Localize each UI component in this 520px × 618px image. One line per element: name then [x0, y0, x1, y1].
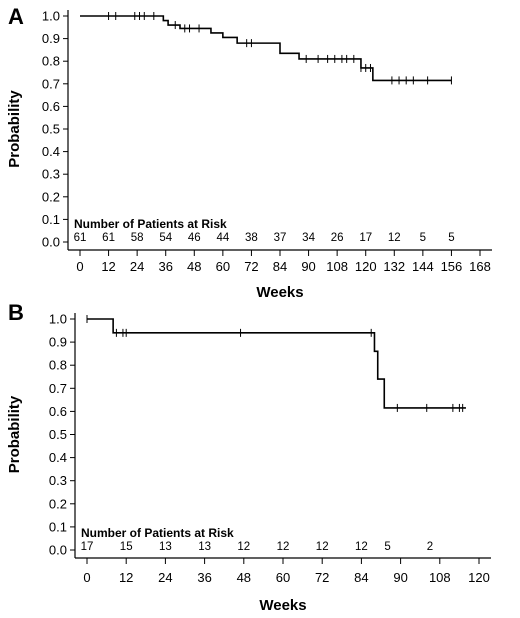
- a-x-tick-label: 90: [301, 259, 315, 274]
- a-y-axis-title: Probability: [6, 90, 23, 168]
- a-y-tick-label: 0.2: [42, 189, 60, 204]
- a-at-risk-count: 61: [74, 232, 87, 244]
- a-x-tick-label: 144: [412, 259, 434, 274]
- b-x-tick-label: 90: [393, 570, 407, 585]
- b-x-tick-label: 72: [315, 570, 329, 585]
- b-y-tick-label: 0.4: [49, 450, 67, 465]
- a-x-tick-label: 36: [158, 259, 172, 274]
- b-y-tick-label: 0.7: [49, 381, 67, 396]
- panel-b-letter: B: [8, 300, 24, 325]
- a-at-risk-count: 26: [331, 232, 344, 244]
- b-x-tick-label: 60: [276, 570, 290, 585]
- a-x-tick-label: 60: [216, 259, 230, 274]
- b-y-tick-label: 1.0: [49, 312, 67, 327]
- b-x-axis-title: Weeks: [259, 597, 306, 614]
- a-x-tick-label: 72: [244, 259, 258, 274]
- a-at-risk-count: 58: [131, 232, 144, 244]
- a-x-tick-label: 156: [441, 259, 463, 274]
- a-at-risk-count: 38: [245, 232, 258, 244]
- b-at-risk-count: 12: [277, 541, 290, 553]
- b-at-risk-count: 12: [355, 541, 368, 553]
- a-y-tick-label: 0.4: [42, 144, 60, 159]
- a-x-tick-label: 12: [101, 259, 115, 274]
- a-x-tick-label: 132: [383, 259, 405, 274]
- a-x-tick-label: 108: [326, 259, 348, 274]
- b-at-risk-count: 17: [81, 541, 94, 553]
- a-at-risk-count: 34: [302, 232, 315, 244]
- b-at-risk-count: 2: [427, 541, 433, 553]
- a-x-tick-label: 168: [469, 259, 491, 274]
- a-y-tick-label: 0.5: [42, 122, 60, 137]
- panel-a-chart: 0.0 0.1 0.2 0.3 0.4 0.5 0.6 0.7 0.8 0.9 1.0 0 12 24 36…: [6, 9, 492, 301]
- b-x-tick-label: 48: [237, 570, 251, 585]
- panel-a-letter: A: [8, 4, 24, 29]
- a-x-tick-label: 24: [130, 259, 144, 274]
- a-at-risk-count: 5: [420, 232, 426, 244]
- b-at-risk-count: 12: [316, 541, 329, 553]
- a-y-tick-label: 0.6: [42, 99, 60, 114]
- b-x-tick-label: 108: [429, 570, 451, 585]
- b-x-tick-label: 12: [119, 570, 133, 585]
- a-x-axis-title: Weeks: [256, 284, 303, 301]
- a-at-risk-count: 12: [388, 232, 401, 244]
- a-y-tick-label: 0.8: [42, 54, 60, 69]
- b-x-tick-label: 24: [158, 570, 172, 585]
- a-at-risk-count: 37: [274, 232, 287, 244]
- b-y-tick-label: 0.3: [49, 473, 67, 488]
- b-survival-curve: [87, 318, 466, 409]
- a-at-risk-count: 17: [359, 232, 372, 244]
- a-y-tick-label: 0.7: [42, 76, 60, 91]
- a-at-risk-title: Number of Patients at Risk: [74, 217, 227, 231]
- b-y-tick-label: 0.6: [49, 404, 67, 419]
- panel-b-chart: 0.0 0.1 0.2 0.3 0.4 0.5 0.6 0.7 0.8 0.9 1.0 0 12 24 36…: [6, 312, 491, 614]
- b-x-tick-label: 84: [354, 570, 368, 585]
- a-x-tick-label: 120: [355, 259, 377, 274]
- b-y-tick-label: 0.8: [49, 358, 67, 373]
- b-y-axis-title: Probability: [6, 395, 23, 473]
- a-y-tick-label: 1.0: [42, 9, 60, 24]
- b-x-tick-label: 36: [197, 570, 211, 585]
- b-y-tick-label: 0.1: [49, 519, 67, 534]
- a-y-tick-label: 0.9: [42, 31, 60, 46]
- b-y-tick-label: 0.2: [49, 496, 67, 511]
- a-at-risk-count: 44: [216, 232, 229, 244]
- b-y-tick-label: 0.0: [49, 543, 67, 558]
- a-y-tick-label: 0.3: [42, 167, 60, 182]
- b-x-tick-label: 0: [83, 570, 90, 585]
- b-at-risk-count: 13: [159, 541, 172, 553]
- a-x-tick-label: 84: [273, 259, 287, 274]
- a-at-risk-count: 54: [159, 232, 172, 244]
- b-at-risk-count: 5: [384, 541, 390, 553]
- b-y-tick-label: 0.9: [49, 335, 67, 350]
- a-survival-curve: [80, 15, 452, 82]
- b-at-risk-count: 13: [198, 541, 211, 553]
- a-at-risk-count: 5: [448, 232, 454, 244]
- a-at-risk-count: 46: [188, 232, 201, 244]
- b-x-tick-label: 120: [468, 570, 490, 585]
- b-at-risk-title: Number of Patients at Risk: [81, 526, 234, 540]
- a-x-tick-label: 0: [76, 259, 83, 274]
- a-y-tick-label: 0.1: [42, 212, 60, 227]
- a-y-tick-label: 0.0: [42, 235, 60, 250]
- a-at-risk-count: 61: [102, 232, 115, 244]
- b-at-risk-count: 15: [120, 541, 133, 553]
- b-at-risk-count: 12: [237, 541, 250, 553]
- b-y-tick-label: 0.5: [49, 427, 67, 442]
- a-x-tick-label: 48: [187, 259, 201, 274]
